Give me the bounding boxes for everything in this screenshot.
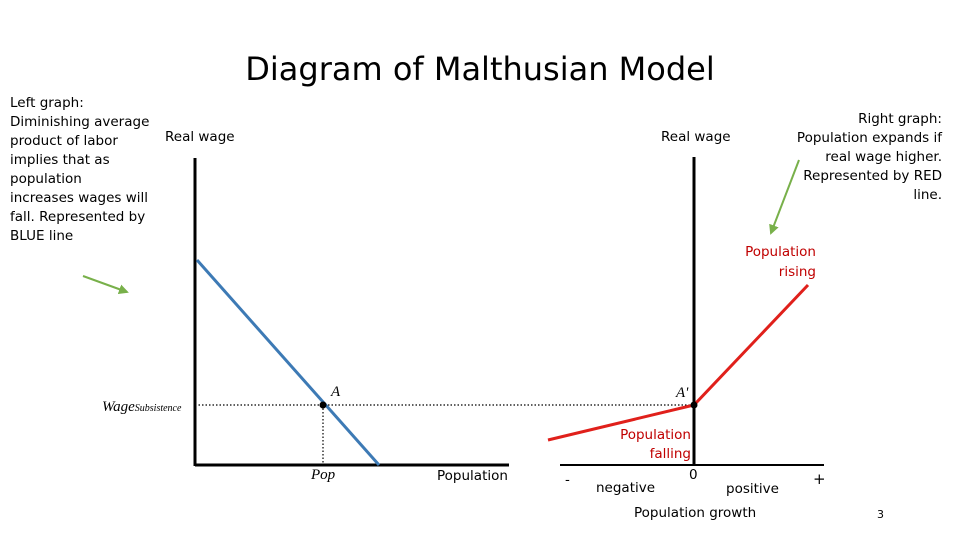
subsistence-subscript: Subsistence bbox=[134, 403, 182, 414]
right-graph-note: Right graph: Population expands if real … bbox=[796, 111, 942, 203]
blue-wage-line bbox=[195, 259, 381, 466]
zero-label: 0 bbox=[689, 467, 698, 483]
point-a-prime-label: A' bbox=[676, 385, 689, 401]
point-a-label: A bbox=[331, 384, 341, 400]
population-rising-line2: rising bbox=[778, 264, 816, 280]
left-graph-note: Left graph: Diminishing average product … bbox=[10, 95, 150, 244]
left-x-axis-label: Population bbox=[437, 468, 508, 484]
slide-title: Diagram of Malthusian Model bbox=[245, 50, 715, 88]
population-falling-label: Population falling bbox=[596, 426, 691, 464]
slide-number: 3 bbox=[877, 508, 884, 521]
subsistence-wage-text: Wage bbox=[102, 399, 135, 415]
positive-label: positive bbox=[726, 481, 779, 497]
population-rising-label: Population rising bbox=[720, 242, 816, 282]
point-a-prime bbox=[690, 401, 698, 409]
point-a bbox=[319, 401, 327, 409]
minus-sign-label: - bbox=[565, 472, 570, 488]
right-note-arrow bbox=[769, 159, 800, 235]
left-note-arrow bbox=[82, 275, 129, 294]
right-x-axis-label: Population growth bbox=[634, 505, 757, 521]
population-rising-line1: Population bbox=[745, 244, 816, 260]
pop-marker-label: Pop bbox=[311, 467, 336, 483]
subsistence-wage-label: WageSubsistence bbox=[102, 398, 181, 416]
negative-label: negative bbox=[596, 480, 656, 496]
red-population-line bbox=[547, 283, 810, 442]
population-falling-line1: Population bbox=[620, 427, 691, 443]
right-y-axis-label: Real wage bbox=[661, 129, 731, 145]
plus-sign-label: + bbox=[813, 470, 826, 488]
left-y-axis-label: Real wage bbox=[165, 129, 235, 145]
population-falling-line2: falling bbox=[649, 446, 691, 462]
